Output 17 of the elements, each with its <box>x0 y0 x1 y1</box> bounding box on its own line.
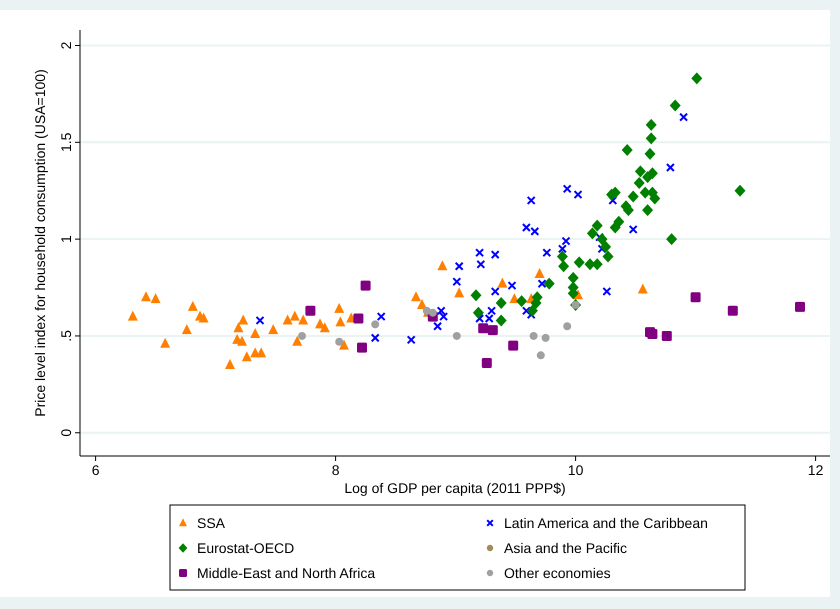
y-tick-label: 2 <box>58 41 74 50</box>
legend-label: Other economies <box>504 565 611 581</box>
y-axis-title: Price level index for household consumption (USA=100) <box>32 69 48 417</box>
x-axis-title: Log of GDP per capita (2011 PPP$) <box>344 480 566 496</box>
legend-label: SSA <box>197 515 226 531</box>
legend-label: Eurostat-OECD <box>197 540 294 556</box>
x-tick-label: 12 <box>808 462 824 478</box>
x-tick-label: 8 <box>332 462 340 478</box>
y-tick-label: 0 <box>58 428 74 437</box>
y-tick-label: .5 <box>58 330 74 342</box>
legend-label: Latin America and the Caribbean <box>504 515 708 531</box>
x-tick-label: 10 <box>568 462 584 478</box>
legend-label: Asia and the Pacific <box>504 540 627 556</box>
legend-label: Middle-East and North Africa <box>197 565 376 581</box>
x-tick-label: 6 <box>92 462 100 478</box>
y-tick-label: 1 <box>58 235 74 244</box>
y-tick-label: 1.5 <box>58 132 74 152</box>
